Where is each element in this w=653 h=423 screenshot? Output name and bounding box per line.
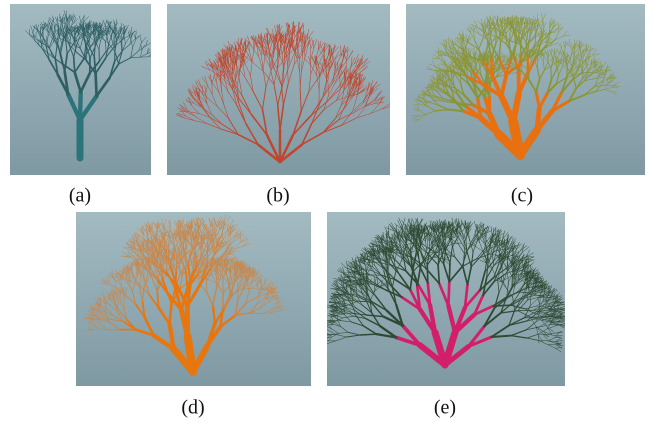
branch bbox=[320, 327, 327, 330]
branch bbox=[320, 344, 327, 345]
branch bbox=[319, 341, 326, 342]
branch bbox=[551, 69, 552, 80]
branch bbox=[322, 323, 327, 330]
branch bbox=[319, 335, 326, 336]
branch bbox=[96, 74, 97, 97]
branch bbox=[491, 58, 492, 76]
branch bbox=[320, 341, 327, 343]
branch bbox=[208, 236, 209, 249]
branch bbox=[250, 313, 262, 314]
branch bbox=[360, 334, 376, 335]
branch bbox=[74, 57, 75, 72]
branch bbox=[322, 344, 327, 350]
branch bbox=[320, 338, 327, 341]
figure: (a) (b) (c) (d) (e) bbox=[0, 0, 653, 423]
branch bbox=[188, 336, 193, 372]
branch bbox=[319, 333, 326, 334]
